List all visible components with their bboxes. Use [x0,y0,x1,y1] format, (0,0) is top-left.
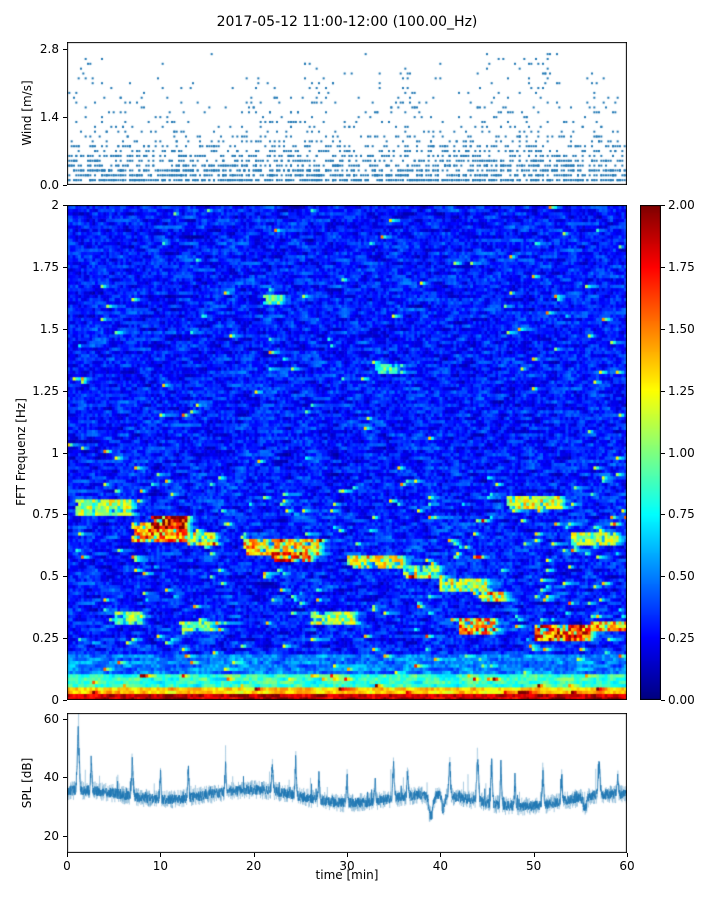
tick-mark [63,453,67,454]
tick-mark [63,329,67,330]
tick-mark [534,853,535,857]
tick-label: 0 [51,693,59,707]
tick-label: 50 [526,859,542,873]
tick-label: 0.75 [668,507,695,522]
tick-label: 20 [43,828,59,843]
tick-mark [661,453,665,454]
tick-label: 1.4 [39,110,59,125]
spl-line-canvas [67,713,627,853]
tick-label: 40 [432,859,448,873]
tick-label: 1 [51,445,59,460]
spectrogram-canvas [67,205,627,700]
tick-label: 10 [152,859,168,873]
tick-mark [63,49,67,50]
tick-label: 40 [43,770,59,785]
tick-mark [63,836,67,837]
tick-label: 0.00 [668,693,695,707]
time-xlabel: time [min] [315,868,379,882]
tick-mark [254,853,255,857]
tick-mark [63,514,67,515]
tick-mark [661,391,665,392]
tick-label: 1.5 [39,321,59,336]
figure-title: 2017-05-12 11:00-12:00 (100.00_Hz) [216,14,478,30]
tick-mark [160,853,161,857]
tick-label: 0.25 [668,631,695,646]
tick-label: 1.75 [668,259,695,274]
tick-label: 2.00 [668,198,695,212]
tick-mark [63,117,67,118]
tick-mark [661,267,665,268]
tick-mark [63,576,67,577]
tick-label: 0.25 [32,631,59,646]
tick-label: 1.25 [32,383,59,398]
tick-mark [63,205,67,206]
colorbar-canvas [640,205,661,700]
tick-label: 0.75 [32,507,59,522]
tick-label: 2.8 [39,42,59,57]
tick-mark [627,853,628,857]
tick-mark [63,185,67,186]
tick-mark [63,700,67,701]
tick-label: 1.75 [32,259,59,274]
tick-label: 60 [43,711,59,726]
tick-label: 20 [246,859,262,873]
tick-label: 0.5 [39,569,59,584]
tick-label: 0.0 [39,178,59,192]
tick-label: 0 [63,859,71,873]
tick-label: 60 [619,859,635,873]
tick-label: 1.50 [668,321,695,336]
wind-scatter-canvas [67,42,627,185]
tick-label: 1.00 [668,445,695,460]
tick-mark [661,329,665,330]
tick-label: 30 [339,859,355,873]
tick-mark [347,853,348,857]
tick-mark [63,638,67,639]
tick-mark [63,391,67,392]
tick-mark [67,853,68,857]
tick-mark [661,514,665,515]
tick-mark [63,719,67,720]
tick-mark [63,777,67,778]
tick-label: 1.25 [668,383,695,398]
tick-mark [661,638,665,639]
tick-mark [440,853,441,857]
tick-label: 2 [51,198,59,212]
tick-mark [661,576,665,577]
tick-mark [63,267,67,268]
tick-mark [661,205,665,206]
tick-mark [661,700,665,701]
tick-label: 0.50 [668,569,695,584]
